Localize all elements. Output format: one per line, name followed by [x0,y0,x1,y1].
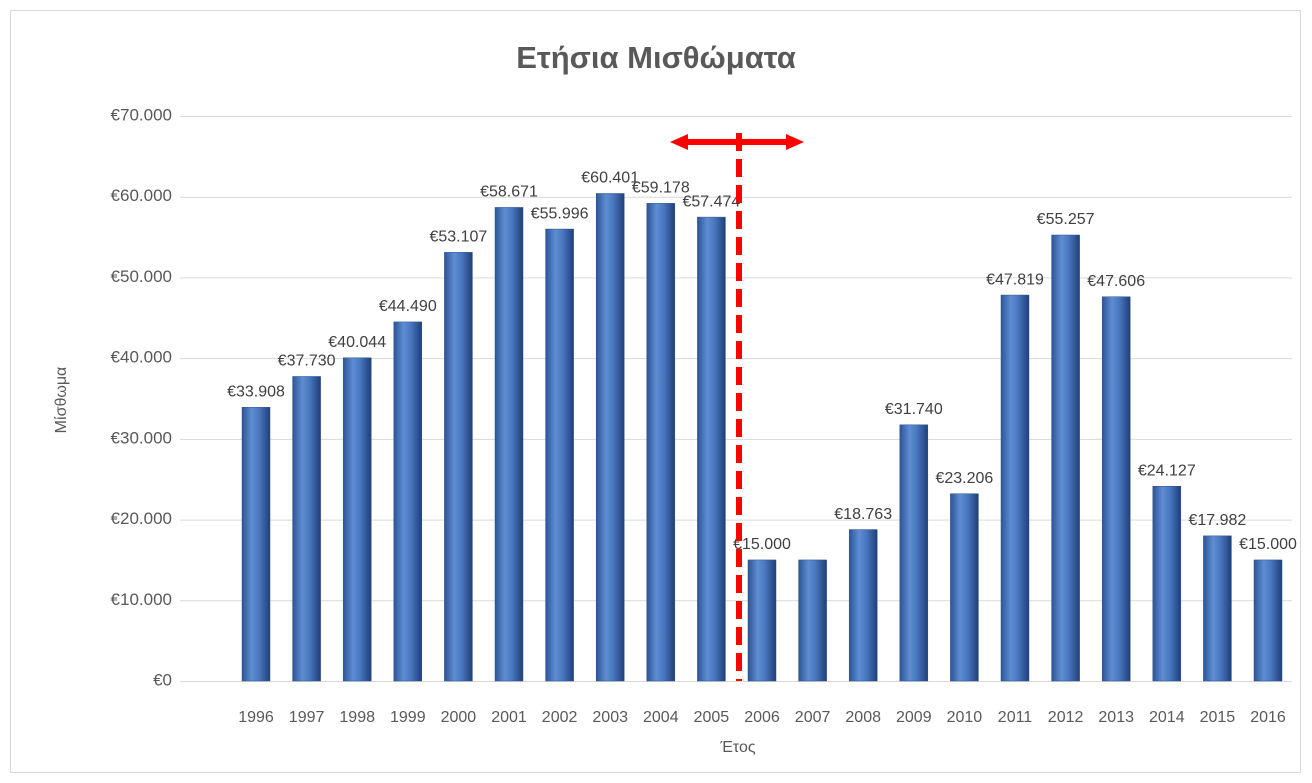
bar [899,424,929,682]
y-axis-label: Μίσθωμα [53,367,70,434]
data-label: €55.257 [1037,211,1095,228]
x-tick-label: 1998 [339,709,375,726]
bar [1051,234,1080,682]
x-tick-label: 2000 [441,709,477,726]
data-label: €24.127 [1138,462,1196,479]
x-tick-label: 2008 [845,709,881,726]
x-tick-label: 2011 [998,709,1033,726]
data-label: €18.763 [834,506,892,523]
arrow-head [670,134,688,150]
x-tick-label: 1996 [238,709,274,726]
bar [545,228,574,682]
y-tick-label: €70.000 [111,105,172,124]
data-label: €17.982 [1188,512,1246,529]
bar [1101,296,1131,682]
data-label: €57.474 [682,193,740,210]
bar [646,203,676,682]
y-tick-label: €40.000 [111,348,172,367]
bar [444,252,473,682]
data-label: €55.996 [531,205,589,222]
bar [241,407,271,682]
bar [1000,294,1030,682]
x-tick-label: 2007 [795,709,831,726]
x-tick-label: 2003 [592,709,628,726]
bar [393,321,423,682]
plot: €0 €10.000 €20.000 €30.000 €40.000 €50.000 €60… [111,105,1297,726]
y-tick-label: €60.000 [111,186,172,205]
data-label: €23.206 [935,470,993,487]
bar [950,493,979,682]
x-tick-label: 2009 [896,709,932,726]
y-tick-label: €50.000 [111,267,172,286]
data-label: €33.908 [227,384,285,401]
x-tick-label: 2005 [694,709,730,726]
data-label: €37.730 [278,353,336,370]
y-tick-label: €20.000 [111,509,172,528]
data-label: €15.000 [733,536,791,553]
x-tick-label: 2014 [1149,709,1185,726]
y-tick-label: €10.000 [111,590,172,609]
x-axis-label: Έτος [719,739,756,756]
bar [292,376,321,682]
annotation [670,133,804,681]
data-label: €31.740 [885,401,943,418]
bar [1253,559,1283,682]
data-label: €53.107 [429,229,487,246]
data-label: €40.044 [328,334,386,351]
x-tick-label: 2004 [643,709,679,726]
bar [747,559,777,682]
data-label: €47.819 [986,271,1044,288]
data-label: €58.671 [480,184,538,201]
bar [798,559,827,682]
arrow-head [786,134,804,150]
x-tick-label: 1999 [390,709,426,726]
bar [494,207,524,682]
bar [1203,535,1232,682]
x-tick-label: 2012 [1048,709,1084,726]
chart-title: Ετήσια Μισθώματα [516,40,796,75]
data-label: €59.178 [632,180,690,197]
data-label: €44.490 [379,298,437,315]
data-label: €15.000 [1239,536,1297,553]
x-tick-label: 2002 [542,709,578,726]
x-tick-label: 2006 [744,709,780,726]
x-tick-label: 2013 [1098,709,1134,726]
bar [1152,486,1182,682]
x-tick-label: 2001 [491,709,527,726]
bar [595,193,625,682]
data-label: €47.606 [1087,273,1145,290]
bar [697,216,726,682]
x-tick-label: 2015 [1200,709,1236,726]
x-tick-label: 1997 [289,709,325,726]
bar [342,357,372,682]
x-tick-label: 2016 [1250,709,1286,726]
bar [848,529,878,682]
y-tick-label: €0 [153,670,172,689]
y-tick-label: €30.000 [111,428,172,447]
data-label: €60.401 [581,170,639,187]
x-tick-label: 2010 [947,709,983,726]
